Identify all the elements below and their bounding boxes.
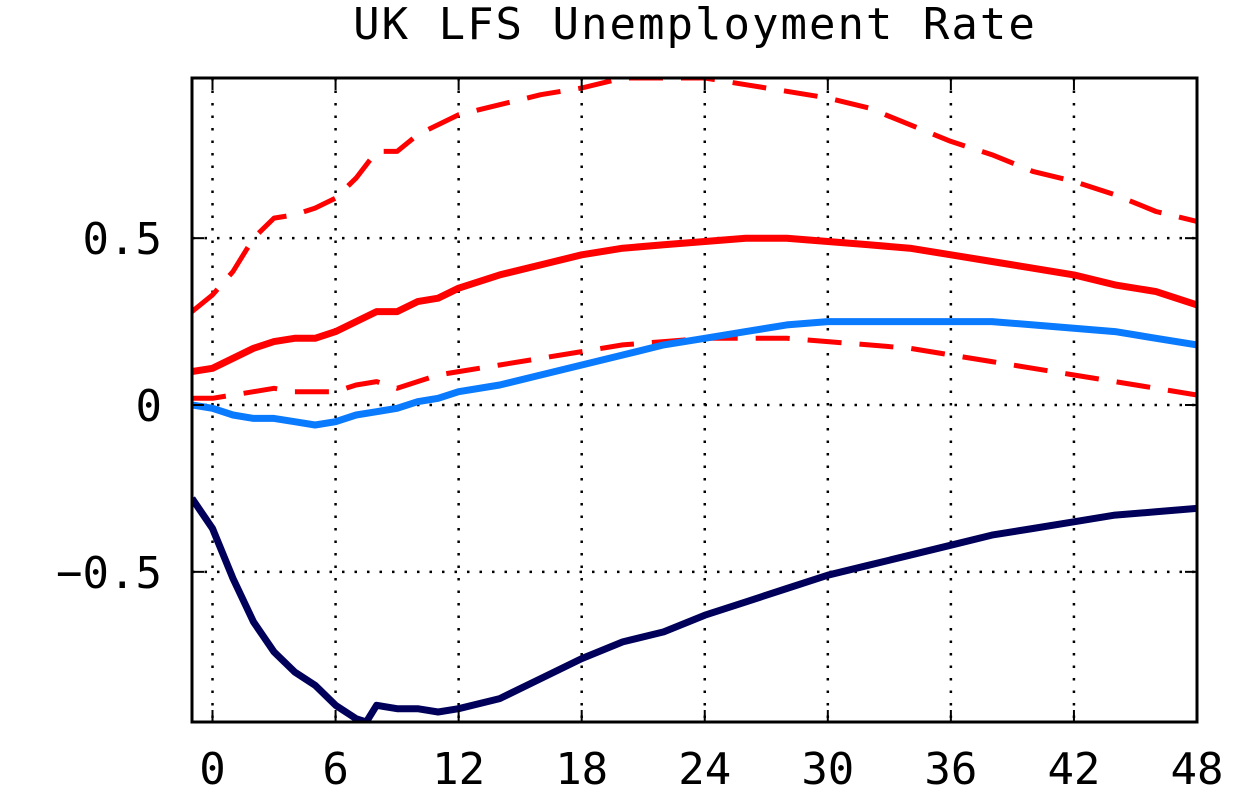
y-tick-label: 0 <box>136 381 163 432</box>
y-tick-label: −0.5 <box>56 548 162 599</box>
x-tick-label: 6 <box>322 744 349 795</box>
series-line-3 <box>192 335 1197 401</box>
x-tick-label: 12 <box>432 744 485 795</box>
series-group <box>192 78 1197 722</box>
series-line-1 <box>192 78 1197 314</box>
x-tick-label: 18 <box>555 744 608 795</box>
y-tick-label: 0.5 <box>83 214 162 265</box>
chart-title: UK LFS Unemployment Rate <box>353 0 1037 50</box>
series-line-4 <box>192 318 1197 429</box>
grid-lines <box>192 78 1199 722</box>
x-tick-label: 24 <box>678 744 731 795</box>
plot-frame <box>190 76 1199 724</box>
series-line-2 <box>192 234 1197 376</box>
x-tick-label: 48 <box>1171 744 1224 795</box>
x-tick-label: 0 <box>199 744 226 795</box>
x-tick-label: 42 <box>1047 744 1100 795</box>
x-tick-label: 30 <box>801 744 854 795</box>
x-tick-label: 36 <box>924 744 977 795</box>
series-line-5 <box>192 496 1197 722</box>
axis-ticks: 0 6 12 18 24 30 36 42 48 −0.5 0 0.5 <box>56 78 1223 795</box>
